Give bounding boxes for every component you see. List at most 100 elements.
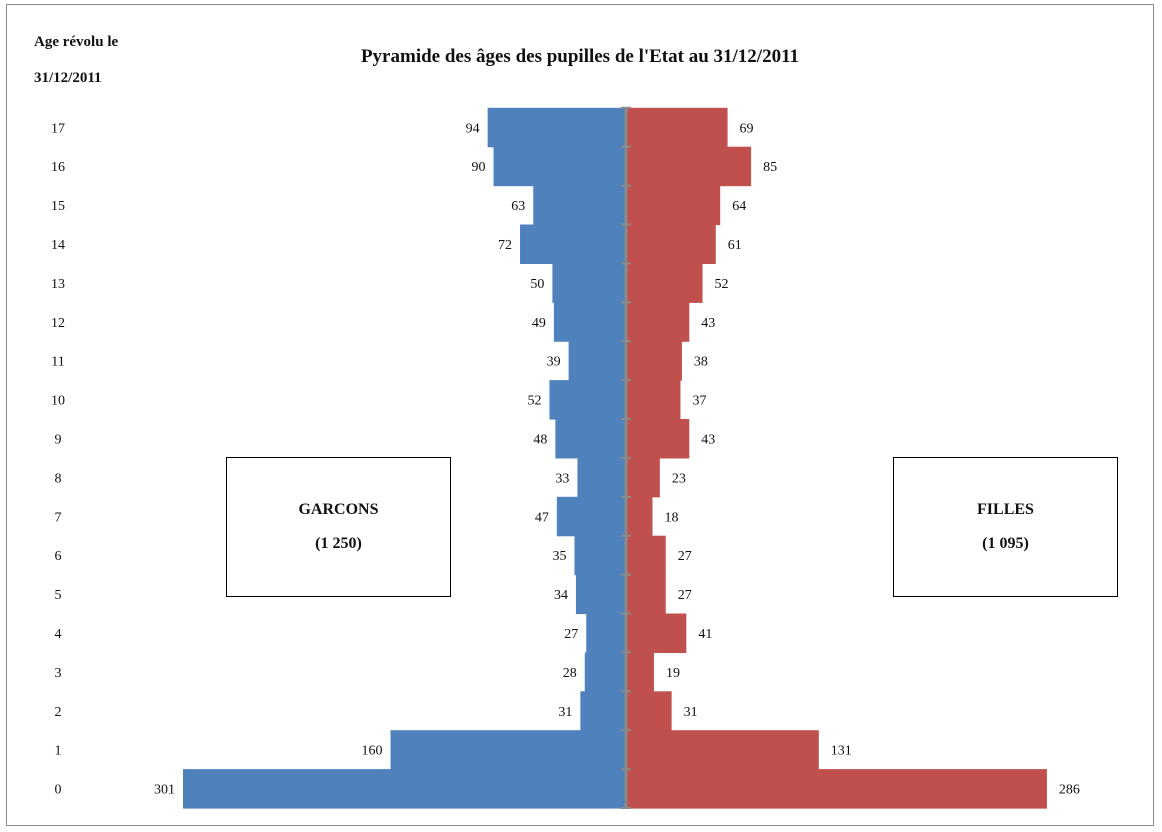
bar-filles-age-17: [626, 107, 728, 148]
age-tick-label: 14: [51, 238, 65, 253]
filles-bars: [626, 107, 1047, 809]
bar-filles-age-13: [626, 263, 703, 303]
data-label-garcons: 34: [554, 588, 568, 603]
bar-filles-age-3: [626, 652, 654, 692]
bar-filles-age-2: [626, 691, 672, 731]
bar-filles-age-1: [626, 730, 819, 770]
bar-garcons-age-7: [556, 496, 626, 537]
bar-filles-age-8: [626, 457, 660, 498]
legend-garcons: GARCONS (1 250): [226, 457, 451, 597]
data-label-garcons: 52: [527, 394, 541, 409]
bar-garcons-age-8: [577, 457, 626, 498]
data-label-filles: 131: [831, 744, 852, 759]
data-label-filles: 43: [701, 316, 715, 331]
data-label-garcons: 94: [466, 121, 480, 136]
legend-filles-name: FILLES: [977, 501, 1034, 518]
chart-title: Pyramide des âges des pupilles de l'Etat…: [361, 46, 799, 67]
bar-garcons-age-2: [580, 691, 626, 731]
bar-garcons-age-15: [533, 185, 626, 226]
data-label-filles: 43: [701, 432, 715, 447]
age-tick-label: 5: [55, 588, 62, 603]
age-tick-label: 1: [55, 744, 62, 759]
bar-filles-age-16: [626, 146, 752, 187]
data-label-filles: 286: [1059, 783, 1080, 798]
data-label-garcons: 90: [472, 160, 486, 175]
data-label-garcons: 63: [511, 199, 525, 214]
data-label-filles: 27: [678, 549, 692, 564]
bar-garcons-age-4: [586, 613, 626, 653]
legend-garcons-total: (1 250): [315, 535, 362, 552]
age-tick-label: 3: [55, 666, 62, 681]
data-label-filles: 61: [728, 238, 742, 253]
data-label-filles: 31: [684, 705, 698, 720]
y-axis-label-line2: 31/12/2011: [34, 70, 102, 86]
bar-filles-age-6: [626, 535, 666, 576]
bar-filles-age-0: [626, 769, 1047, 809]
bar-filles-age-14: [626, 224, 716, 264]
data-label-filles: 19: [666, 666, 680, 681]
data-label-filles: 85: [763, 160, 777, 175]
data-label-filles: 37: [692, 394, 706, 409]
bar-filles-age-7: [626, 496, 653, 537]
bar-filles-age-10: [626, 380, 681, 420]
data-label-filles: 18: [664, 510, 678, 525]
data-label-filles: 64: [732, 199, 746, 214]
data-label-garcons: 27: [564, 627, 578, 642]
age-tick-label: 13: [51, 277, 65, 292]
bar-garcons-age-3: [584, 652, 626, 692]
bar-filles-age-9: [626, 419, 690, 459]
data-label-filles: 38: [694, 355, 708, 370]
age-tick-label: 0: [55, 783, 62, 798]
bar-garcons-age-16: [493, 146, 626, 187]
data-labels: 301 286 160 131 31 31 28 19 27 41 34 27 35 27 47 18 33 23…: [154, 121, 1080, 797]
bar-filles-age-11: [626, 341, 682, 381]
garcons-bars: [183, 107, 626, 809]
bar-garcons-age-14: [520, 224, 626, 264]
age-tick-label: 8: [55, 471, 62, 486]
age-tick-label: 2: [55, 705, 62, 720]
data-label-garcons: 47: [535, 510, 549, 525]
data-label-filles: 41: [698, 627, 712, 642]
data-label-garcons: 39: [547, 355, 561, 370]
bar-garcons-age-11: [568, 341, 626, 381]
data-label-garcons: 35: [552, 549, 566, 564]
bar-garcons-age-5: [575, 574, 626, 615]
legend-filles-total: (1 095): [982, 535, 1029, 552]
age-tick-label: 4: [55, 627, 62, 642]
bar-garcons-age-0: [183, 769, 626, 809]
legend-garcons-name: GARCONS: [298, 501, 379, 518]
data-label-filles: 52: [715, 277, 729, 292]
bar-filles-age-12: [626, 302, 690, 342]
data-label-filles: 23: [672, 471, 686, 486]
age-tick-label: 10: [51, 394, 65, 409]
bar-garcons-age-12: [553, 302, 626, 342]
bar-filles-age-5: [626, 574, 666, 615]
age-tick-label: 11: [51, 355, 64, 370]
y-axis-label-line1: Age révolu le: [34, 34, 118, 50]
data-label-garcons: 50: [530, 277, 544, 292]
bar-filles-age-4: [626, 613, 687, 653]
data-label-garcons: 48: [533, 432, 547, 447]
age-tick-label: 16: [51, 160, 65, 175]
legend-filles: FILLES (1 095): [893, 457, 1118, 597]
bar-garcons-age-17: [487, 107, 626, 148]
center-axis: [621, 106, 631, 809]
age-tick-label: 12: [51, 316, 65, 331]
data-label-garcons: 31: [558, 705, 572, 720]
data-label-garcons: 49: [532, 316, 546, 331]
data-label-garcons: 160: [362, 744, 383, 759]
age-tick-label: 17: [51, 121, 65, 136]
bar-garcons-age-13: [552, 263, 626, 303]
data-label-garcons: 33: [555, 471, 569, 486]
data-label-garcons: 301: [154, 783, 175, 798]
data-label-filles: 27: [678, 588, 692, 603]
bar-filles-age-15: [626, 185, 721, 226]
age-tick-label: 15: [51, 199, 65, 214]
bar-garcons-age-6: [574, 535, 626, 576]
bar-garcons-age-10: [549, 380, 626, 420]
bar-garcons-age-9: [555, 419, 626, 459]
data-label-garcons: 28: [563, 666, 577, 681]
age-tick-label: 9: [55, 432, 62, 447]
